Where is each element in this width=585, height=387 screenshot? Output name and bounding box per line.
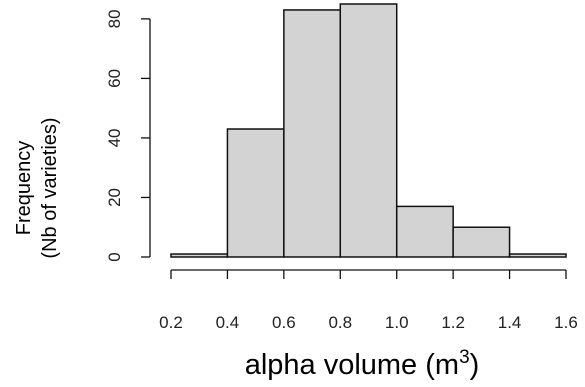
x-tick-label-7: 1.6 <box>554 313 578 332</box>
histogram-bar-1 <box>226 128 285 258</box>
y-axis-label-line2: (Nb of varieties) <box>39 117 61 258</box>
x-axis-label: alpha volume (m3) <box>245 347 480 381</box>
histogram-bars <box>170 3 567 258</box>
x-tick-label-5: 1.2 <box>441 313 465 332</box>
histogram-bar-4 <box>395 205 454 258</box>
y-tick-label-1: 20 <box>105 188 124 207</box>
histogram-bar-3 <box>339 3 398 258</box>
x-axis-label-superscript: 3 <box>459 347 470 368</box>
histogram-bar-6 <box>508 253 567 258</box>
x-tick-label-1: 0.4 <box>216 313 240 332</box>
x-tick-label-4: 1.0 <box>385 313 409 332</box>
x-tick-label-3: 0.8 <box>328 313 352 332</box>
histogram-bar-5 <box>452 226 511 258</box>
y-tick-label-2: 40 <box>105 128 124 147</box>
x-tick-label-2: 0.6 <box>272 313 296 332</box>
histogram-bar-0 <box>170 253 229 258</box>
x-axis-label-text: alpha volume (m <box>245 349 459 381</box>
histogram-bar-2 <box>283 9 342 258</box>
y-axis-label-line1: Frequency <box>13 141 35 236</box>
y-axis: 0 20 40 60 80 <box>105 9 151 262</box>
y-tick-label-3: 60 <box>105 69 124 88</box>
y-tick-label-4: 80 <box>105 9 124 28</box>
x-axis: 0.2 0.4 0.6 0.8 1.0 1.2 1.4 1.6 <box>159 269 578 332</box>
x-tick-label-0: 0.2 <box>159 313 183 332</box>
y-tick-label-0: 0 <box>105 252 124 261</box>
x-axis-label-close: ) <box>470 349 480 381</box>
x-tick-label-6: 1.4 <box>498 313 522 332</box>
